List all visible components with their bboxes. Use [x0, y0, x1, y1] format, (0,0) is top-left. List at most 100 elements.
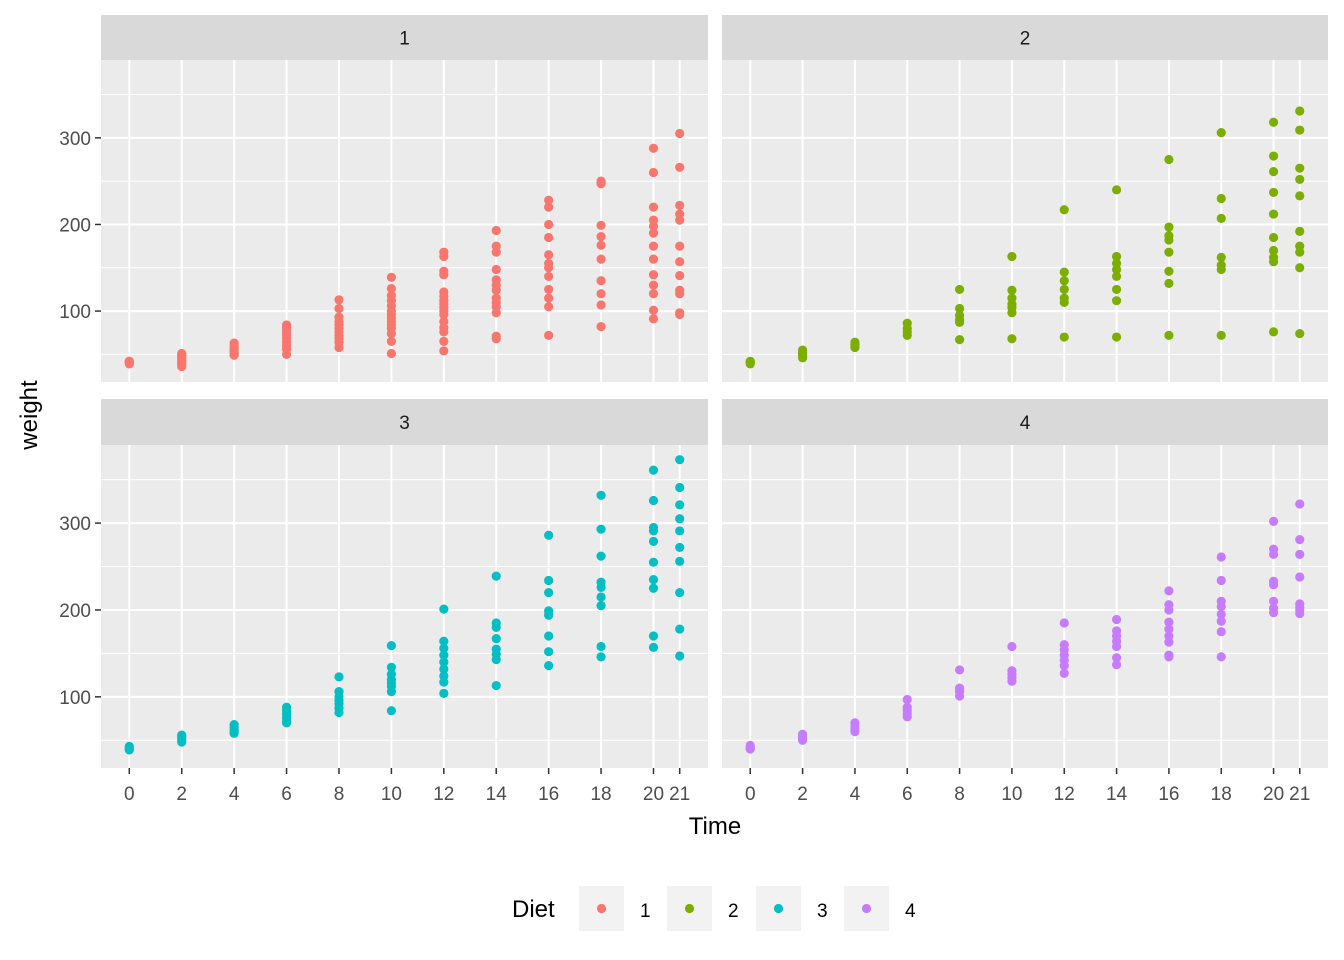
y-axis-title: weight [16, 380, 43, 451]
data-point [648, 280, 659, 290]
y-tick-label: 100 [59, 302, 91, 323]
data-point [1216, 213, 1226, 224]
data-point [1111, 296, 1122, 306]
data-point [1164, 624, 1174, 634]
data-point [1216, 575, 1226, 586]
data-point [544, 660, 554, 671]
data-point [1059, 205, 1069, 215]
data-point [439, 604, 449, 614]
data-point [675, 162, 685, 172]
x-tick-label: 2 [797, 784, 808, 805]
data-point [648, 305, 659, 315]
data-point [439, 688, 449, 698]
data-point [675, 542, 685, 553]
x-tick-label: 16 [538, 784, 559, 805]
data-point [648, 289, 659, 299]
data-point [1295, 608, 1305, 619]
x-tick-label: 4 [850, 784, 861, 805]
data-point [1216, 627, 1226, 637]
data-point [648, 143, 659, 153]
data-point [544, 530, 554, 540]
x-tick-label: 14 [486, 784, 508, 805]
x-tick-label: 6 [281, 784, 292, 805]
x-tick-label: 10 [381, 784, 402, 805]
data-point [1111, 653, 1122, 663]
legend-key-point [684, 903, 695, 914]
data-point [675, 241, 685, 251]
data-point [596, 179, 606, 189]
data-point [334, 672, 344, 682]
legend-label: 1 [640, 901, 651, 922]
data-point [648, 583, 659, 593]
data-point [544, 219, 554, 230]
data-point [648, 228, 659, 238]
data-point [1295, 226, 1305, 236]
data-point [596, 300, 606, 310]
data-point [954, 303, 965, 314]
data-point [1059, 332, 1069, 342]
data-point [596, 240, 606, 250]
data-point [648, 574, 659, 585]
facet-strip [722, 399, 1328, 445]
data-point [648, 495, 659, 506]
data-point [648, 221, 659, 231]
legend-item-4: 4 [844, 886, 916, 931]
data-point [596, 652, 606, 662]
data-point [1268, 117, 1279, 127]
data-point [386, 272, 396, 282]
x-tick-label: 18 [1211, 784, 1232, 805]
panel-background [722, 445, 1328, 768]
data-point [1295, 106, 1305, 116]
data-point [596, 524, 606, 534]
data-point [1216, 616, 1226, 626]
data-point [1216, 601, 1226, 612]
data-point [596, 254, 606, 264]
data-point [124, 356, 134, 366]
data-point [1111, 251, 1122, 262]
x-tick-label: 6 [902, 784, 913, 805]
data-point [491, 285, 501, 295]
data-point [648, 526, 659, 536]
legend-label: 3 [817, 901, 828, 922]
data-point [544, 284, 554, 295]
data-point [1216, 552, 1226, 562]
data-point [1059, 297, 1069, 308]
data-point [439, 657, 449, 667]
data-point [596, 220, 606, 230]
data-point [745, 359, 755, 369]
data-point [544, 293, 554, 303]
data-point [850, 726, 860, 737]
points-series-2 [745, 106, 1305, 369]
data-point [1268, 516, 1279, 526]
data-point [1216, 609, 1226, 619]
data-point [954, 691, 965, 701]
panel-background [101, 445, 708, 768]
facet-panels: 1 2 3 4 [101, 15, 1328, 768]
data-point [1059, 660, 1069, 671]
data-point [439, 664, 449, 674]
data-point [124, 745, 134, 755]
data-point [648, 167, 659, 178]
data-point [491, 622, 501, 632]
data-point [1111, 660, 1122, 670]
data-point [1268, 167, 1279, 177]
data-point [281, 349, 292, 359]
facet-strip [722, 15, 1328, 60]
data-point [1007, 334, 1017, 344]
legend-key-point [861, 903, 872, 914]
data-point [544, 575, 554, 586]
data-point [797, 353, 808, 363]
data-point [1111, 614, 1122, 625]
y-tick-label: 100 [59, 688, 91, 709]
legend-item-2: 2 [667, 886, 739, 931]
data-point [1007, 285, 1017, 295]
data-point [491, 308, 501, 318]
facet-strip [101, 399, 708, 445]
data-point [439, 650, 449, 660]
y-tick-label: 300 [59, 129, 91, 150]
data-point [281, 718, 292, 728]
data-point [1111, 185, 1122, 195]
data-point [596, 601, 606, 611]
data-point [334, 295, 344, 305]
data-point [439, 251, 449, 262]
